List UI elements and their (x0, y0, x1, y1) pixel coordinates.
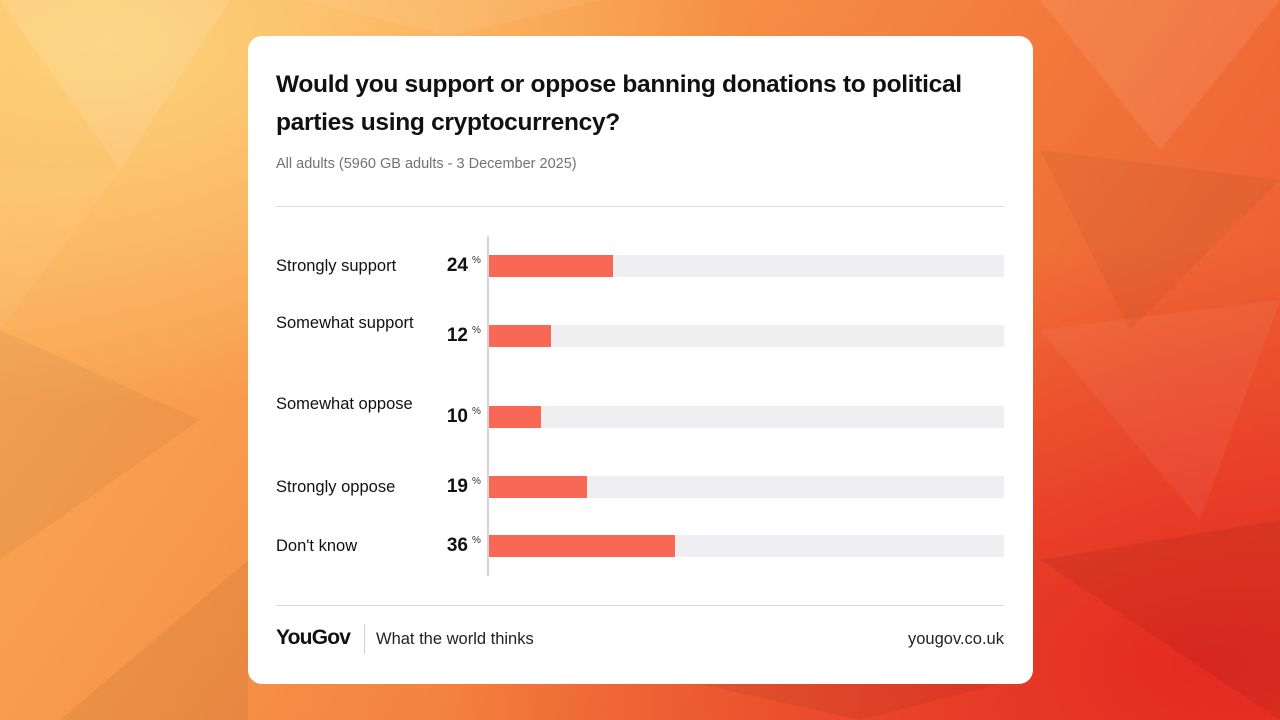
bar (489, 406, 541, 428)
bar-track (489, 406, 1004, 428)
yougov-logo: YouGov (276, 626, 351, 649)
facet (300, 0, 600, 36)
bar-track (489, 535, 1004, 557)
bar-value-label: 10 (446, 406, 468, 427)
bar-label: Somewhat support (276, 314, 414, 332)
bar-value-label: 19 (446, 476, 468, 497)
footer-url-link[interactable]: yougov.co.uk (907, 630, 1004, 648)
chart-subtitle: All adults (5960 GB adults - 3 December … (276, 156, 577, 172)
bar (489, 476, 587, 498)
bar-track (489, 476, 1004, 498)
facet (1040, 300, 1280, 520)
facet (1040, 0, 1280, 150)
facet (0, 330, 200, 560)
bar-label: Strongly support (276, 257, 397, 275)
divider-top (276, 206, 1004, 207)
bar (489, 535, 675, 557)
bar-label: Don't know (276, 537, 358, 555)
poll-card: Would you support or oppose banning dona… (248, 36, 1033, 684)
bar-value-label: 12 (446, 325, 468, 346)
percent-sign: % (472, 406, 481, 417)
percent-sign: % (472, 255, 481, 266)
chart-title: Would you support or oppose banning dona… (276, 71, 962, 136)
facet (0, 170, 120, 330)
facet (0, 0, 230, 170)
facet (1040, 150, 1280, 330)
footer-tagline: What the world thinks (376, 630, 534, 648)
bar (489, 255, 613, 277)
bar-axis-line (487, 236, 489, 576)
percent-sign: % (472, 325, 481, 336)
facet (700, 684, 1000, 720)
bar-value-label: 36 (446, 535, 468, 556)
facet (1040, 520, 1280, 720)
footer-separator (364, 624, 365, 654)
facet (60, 560, 248, 720)
percent-sign: % (472, 476, 481, 487)
bar-track (489, 325, 1004, 347)
bar-label: Strongly oppose (276, 478, 396, 496)
bar (489, 325, 551, 347)
percent-sign: % (472, 535, 481, 546)
bar-label: Somewhat oppose (276, 395, 413, 413)
bar-value-label: 24 (446, 255, 468, 276)
divider-bottom (276, 605, 1004, 606)
bar-track (489, 255, 1004, 277)
